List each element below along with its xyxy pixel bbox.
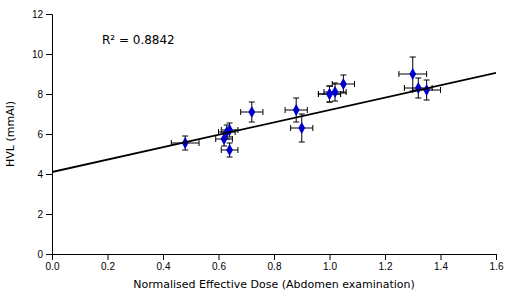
tick-label: 10 bbox=[32, 49, 44, 60]
tick-mark bbox=[330, 254, 331, 260]
tick: 0.2 bbox=[101, 254, 115, 272]
tick-mark bbox=[441, 254, 442, 260]
point bbox=[298, 122, 305, 134]
tick-label: 1.0 bbox=[323, 261, 337, 272]
plot: 0.0 0.2 0.4 0.6 0.8 1.0 1.2 1.4 1.6 0 2 4 6 8 10 12 R² =… bbox=[32, 9, 504, 272]
tick-label: 8 bbox=[37, 89, 43, 100]
y-error-bar bbox=[227, 143, 233, 157]
tick-label: 0.4 bbox=[157, 261, 171, 272]
tick-label: 2 bbox=[37, 209, 43, 220]
y-error-bar bbox=[340, 75, 346, 93]
tick-mark bbox=[46, 134, 52, 135]
marks bbox=[52, 57, 496, 172]
tick: 0 bbox=[37, 249, 52, 260]
tick-label: 12 bbox=[32, 9, 44, 20]
point bbox=[293, 104, 300, 116]
y-error-bar bbox=[410, 57, 416, 91]
y-axis: 0 2 4 6 8 10 12 bbox=[32, 9, 53, 260]
tick-mark bbox=[496, 254, 497, 260]
tick-label: 6 bbox=[37, 129, 43, 140]
tick: 0.8 bbox=[268, 254, 282, 272]
tick-label: 1.6 bbox=[490, 261, 504, 272]
point bbox=[326, 88, 333, 100]
tick-mark bbox=[46, 254, 52, 255]
tick-mark bbox=[163, 254, 164, 260]
tick: 6 bbox=[37, 129, 52, 140]
y-error-bar bbox=[299, 114, 305, 142]
point bbox=[248, 106, 255, 118]
tick-label: 0.0 bbox=[46, 261, 60, 272]
point bbox=[340, 78, 347, 90]
y-error-bar bbox=[415, 78, 421, 98]
tick-label: 0 bbox=[37, 249, 43, 260]
point bbox=[226, 144, 233, 156]
point bbox=[423, 84, 430, 96]
tick: 4 bbox=[37, 169, 52, 180]
tick: 1.4 bbox=[434, 254, 448, 272]
tick-label: 1.4 bbox=[434, 261, 448, 272]
y-error-bar bbox=[327, 86, 333, 102]
y-error-bar bbox=[327, 86, 333, 102]
tick-mark bbox=[46, 54, 52, 55]
tick-label: 0.6 bbox=[212, 261, 226, 272]
point bbox=[332, 86, 339, 98]
tick-label: 0.2 bbox=[101, 261, 115, 272]
tick-mark bbox=[46, 94, 52, 95]
trend-line bbox=[52, 73, 496, 172]
point bbox=[409, 68, 416, 80]
tick-mark bbox=[219, 254, 220, 260]
annotation: R² = 0.8842 bbox=[102, 33, 175, 47]
axis-line bbox=[46, 15, 53, 255]
tick-mark bbox=[274, 254, 275, 260]
y-axis-title: HVL (mmAl) bbox=[4, 101, 17, 167]
point bbox=[415, 82, 422, 94]
chart: 0.0 0.2 0.4 0.6 0.8 1.0 1.2 1.4 1.6 0 2 4 6 8 10 12 R² =… bbox=[0, 0, 512, 296]
tick: 12 bbox=[32, 9, 52, 20]
tick-mark bbox=[46, 14, 52, 15]
points bbox=[182, 68, 430, 156]
tick: 2 bbox=[37, 209, 52, 220]
x-axis: 0.0 0.2 0.4 0.6 0.8 1.0 1.2 1.4 1.6 bbox=[46, 254, 504, 272]
axis-line bbox=[53, 255, 497, 261]
tick: 0.6 bbox=[212, 254, 226, 272]
tick-label: 4 bbox=[37, 169, 43, 180]
tick-mark bbox=[385, 254, 386, 260]
tick: 1.0 bbox=[323, 254, 337, 272]
tick: 1.6 bbox=[490, 254, 504, 272]
tick-mark bbox=[46, 174, 52, 175]
tick: 1.2 bbox=[379, 254, 393, 272]
tick: 8 bbox=[37, 89, 52, 100]
y-error-bar bbox=[332, 83, 338, 101]
tick-mark bbox=[46, 214, 52, 215]
point bbox=[226, 124, 233, 136]
point bbox=[326, 88, 333, 100]
tick-label: 1.2 bbox=[379, 261, 393, 272]
tick: 0.4 bbox=[157, 254, 171, 272]
y-error-bar bbox=[424, 80, 430, 100]
error-bars bbox=[171, 57, 440, 157]
tick: 0.0 bbox=[46, 254, 60, 272]
tick: 10 bbox=[32, 49, 52, 60]
y-error-bar bbox=[249, 102, 255, 122]
tick-mark bbox=[108, 254, 109, 260]
tick-label: 0.8 bbox=[268, 261, 282, 272]
x-axis-title: Normalised Effective Dose (Abdomen exami… bbox=[133, 278, 415, 291]
